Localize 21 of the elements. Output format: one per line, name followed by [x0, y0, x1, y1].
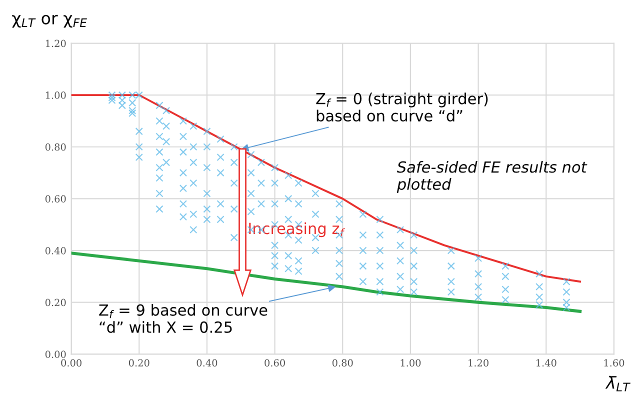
x-tick-label: 0.80 [332, 359, 353, 367]
y-axis-title: χ$_{LT}$ or χ$_{FE}$ [12, 14, 87, 28]
x-axis-title: λ̄$_{LT}$ [605, 376, 630, 392]
annotation: Z$_{f}$ = 0 (straight girder) based on curve “d” [316, 92, 488, 122]
x-tick-label: 1.40 [536, 359, 556, 367]
x-tick-label: 1.00 [400, 359, 421, 367]
annotation: Safe-sided FE results not plotted [396, 160, 588, 193]
x-tick-label: 0.40 [196, 359, 218, 367]
x-tick-label: 0.60 [264, 359, 285, 367]
annotation: Z$_{f}$ = 9 based on curve “d” with X = 0.25 [99, 304, 268, 333]
y-tick-label: 0.60 [45, 195, 66, 203]
x-tick-label: 0.00 [61, 359, 82, 367]
y-tick-label: 1.20 [46, 40, 66, 48]
y-tick-label: 0.20 [45, 298, 66, 306]
y-tick-label: 1.00 [46, 92, 66, 99]
y-tick-label: 0.80 [45, 143, 66, 151]
x-tick-label: 1.60 [604, 359, 624, 367]
x-tick-label: 0.20 [128, 359, 150, 367]
y-tick-label: 0.00 [45, 350, 66, 358]
y-tick-label: 0.40 [45, 246, 66, 254]
x-tick-label: 1.20 [468, 359, 488, 367]
